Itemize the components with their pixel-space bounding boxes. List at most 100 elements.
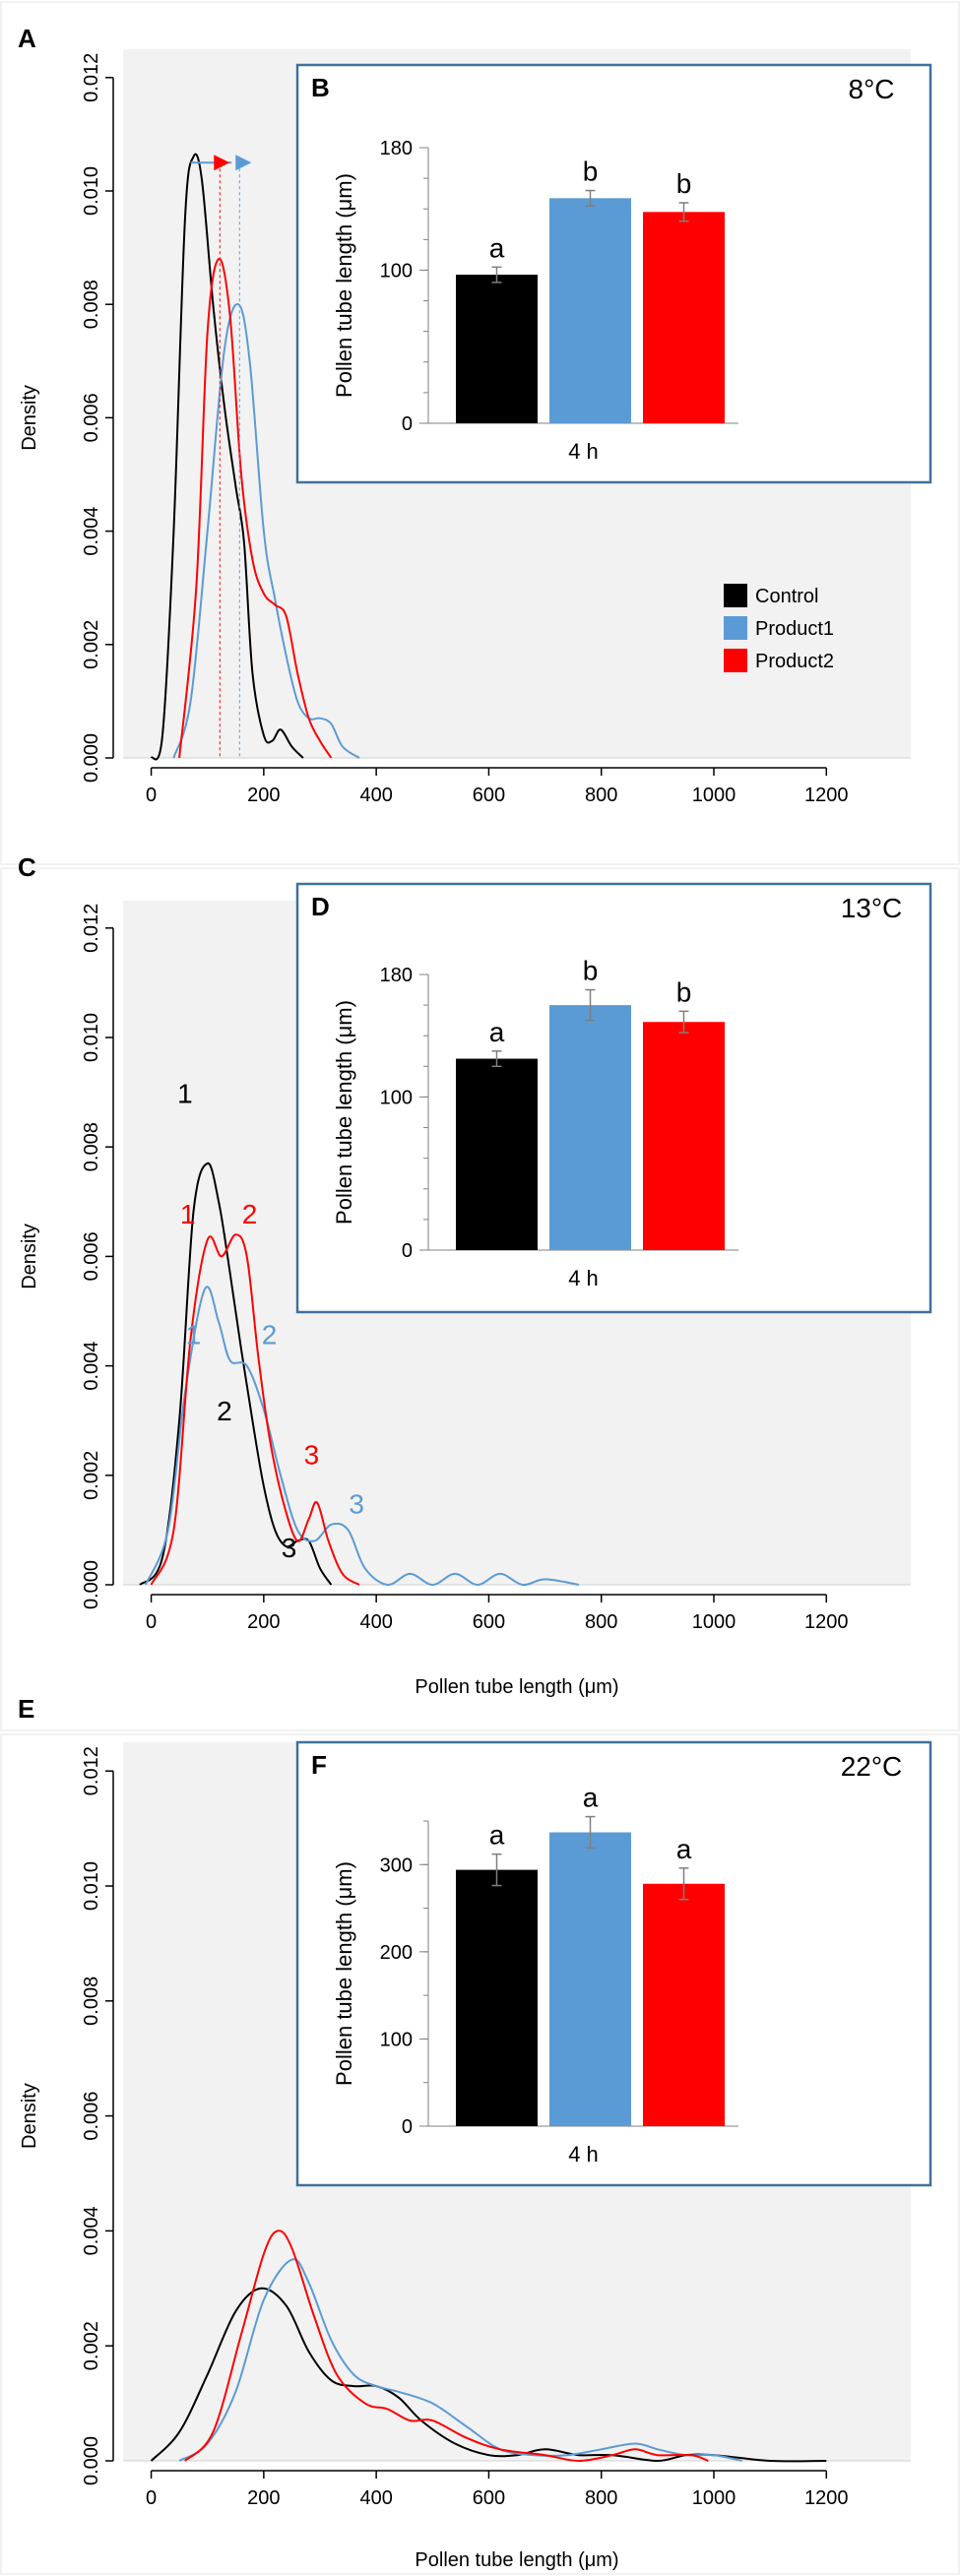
significance-letter: a xyxy=(676,1834,692,1864)
x-tick-label: 0 xyxy=(146,1611,157,1633)
x-tick-label: 800 xyxy=(585,785,617,806)
y-tick-label: 0.012 xyxy=(81,904,102,953)
peak-label: 1 xyxy=(177,1079,193,1109)
inset-x-axis-title: 4 h xyxy=(568,439,599,464)
legend-swatch xyxy=(724,616,747,640)
x-tick-label: 1000 xyxy=(692,1611,736,1633)
bar-product1 xyxy=(549,1832,631,2126)
inset-y-tick-label: 300 xyxy=(380,1854,413,1876)
legend-swatch xyxy=(724,649,747,672)
inset-y-axis-title: Pollen tube length (μm) xyxy=(332,173,356,398)
y-tick-label: 0.010 xyxy=(81,166,102,216)
bar-control xyxy=(456,1058,538,1250)
bar-product2 xyxy=(643,1022,725,1250)
inset-y-tick-label: 0 xyxy=(402,2116,413,2138)
y-tick-label: 0.000 xyxy=(81,1560,102,1609)
y-axis-title: Density xyxy=(19,385,40,451)
significance-letter: a xyxy=(583,1783,599,1813)
bar-product1 xyxy=(549,1005,631,1250)
y-tick-label: 0.006 xyxy=(81,2092,102,2141)
significance-letter: a xyxy=(489,1017,505,1047)
inset-temperature: 13°C xyxy=(841,893,903,923)
inset-y-tick-label: 0 xyxy=(402,1240,413,1262)
inset-x-axis-title: 4 h xyxy=(568,2142,599,2167)
y-tick-label: 0.008 xyxy=(81,1122,102,1171)
peak-label: 3 xyxy=(349,1489,364,1520)
x-tick-label: 200 xyxy=(247,1611,280,1633)
y-tick-label: 0.008 xyxy=(81,280,102,329)
significance-letter: a xyxy=(489,232,505,263)
y-tick-label: 0.010 xyxy=(81,1013,102,1062)
y-tick-label: 0.012 xyxy=(81,53,102,102)
x-tick-label: 1200 xyxy=(804,785,849,806)
x-tick-label: 200 xyxy=(247,785,280,806)
inset-temperature: 22°C xyxy=(841,1751,903,1782)
inset-y-axis-title: Pollen tube length (μm) xyxy=(332,1861,356,2086)
significance-letter: a xyxy=(489,1820,505,1851)
inset-letter: B xyxy=(311,73,330,102)
x-tick-label: 400 xyxy=(359,785,392,806)
x-tick-label: 0 xyxy=(146,785,157,806)
x-tick-label: 0 xyxy=(146,2487,157,2509)
y-tick-label: 0.002 xyxy=(81,620,102,669)
inset-b: B 8°C 0 100 180 Pollen tube length (μm) 4 h a b b xyxy=(295,63,932,484)
y-tick-label: 0.006 xyxy=(81,393,102,442)
inset-y-tick-label: 100 xyxy=(380,1087,413,1108)
legend-label: Product2 xyxy=(755,651,834,672)
x-tick-label: 400 xyxy=(359,1611,392,1633)
panel-e: E 0.000 0.002 0.004 0.006 0.008 0.010 0.012 Dens… xyxy=(0,1694,960,2575)
density-curve-product1 xyxy=(178,2258,742,2462)
x-tick-label: 1000 xyxy=(692,785,736,806)
x-axis-title: Pollen tube length (μm) xyxy=(415,2549,618,2571)
significance-letter: b xyxy=(676,168,692,199)
y-tick-label: 0.004 xyxy=(81,1342,102,1391)
bar-control xyxy=(456,275,538,423)
significance-letter: b xyxy=(583,157,599,187)
panel-letter: A xyxy=(18,24,36,53)
inset-letter: D xyxy=(311,892,330,921)
inset-y-tick-label: 180 xyxy=(380,138,413,159)
peak-label: 2 xyxy=(217,1396,232,1426)
x-tick-label: 1200 xyxy=(804,1611,849,1633)
panel-a: A 0.000 0.002 0.004 0.006 0.008 0.010 0.012 Dens… xyxy=(0,1,960,865)
panel-border xyxy=(0,867,960,1731)
x-tick-label: 400 xyxy=(359,2487,392,2509)
y-tick-label: 0.000 xyxy=(81,733,102,783)
inset-y-tick-label: 100 xyxy=(380,260,413,282)
inset-d: D 13°C 0 100 180 Pollen tube length (μm) 4 h a b… xyxy=(295,882,932,1314)
panel-c: C 0.000 0.002 0.004 0.006 0.008 0.010 0.012 Dens… xyxy=(0,852,960,1731)
y-tick-label: 0.004 xyxy=(81,2206,102,2255)
x-tick-label: 1200 xyxy=(804,2487,849,2509)
inset-y-tick-label: 180 xyxy=(380,965,413,986)
inset-letter: F xyxy=(311,1750,327,1780)
y-tick-label: 0.002 xyxy=(81,1451,102,1500)
density-curve-product2 xyxy=(178,258,333,759)
bar-product1 xyxy=(549,198,631,423)
bar-product2 xyxy=(643,212,725,423)
y-tick-label: 0.008 xyxy=(81,1977,102,2026)
y-axis-title: Density xyxy=(19,2083,40,2149)
peak-label: 2 xyxy=(242,1199,258,1229)
panel-border xyxy=(0,1733,960,2575)
significance-letter: b xyxy=(676,976,692,1007)
x-tick-label: 600 xyxy=(473,1611,505,1633)
x-axis-title: Pollen tube length (μm) xyxy=(415,1676,618,1698)
density-curve-product1 xyxy=(172,303,360,759)
y-tick-label: 0.010 xyxy=(81,1861,102,1911)
legend-label: Product1 xyxy=(755,618,834,640)
peak-label: 3 xyxy=(304,1440,320,1471)
panel-letter: C xyxy=(18,852,36,882)
x-tick-label: 200 xyxy=(247,2487,280,2509)
x-tick-label: 800 xyxy=(585,2487,617,2509)
x-tick-label: 800 xyxy=(585,1611,617,1633)
legend-swatch xyxy=(724,584,747,607)
y-tick-label: 0.004 xyxy=(81,507,102,556)
inset-temperature: 8°C xyxy=(849,74,895,104)
inset-y-tick-label: 200 xyxy=(380,1942,413,1964)
x-tick-label: 1000 xyxy=(692,2487,736,2509)
arrowhead-red xyxy=(214,155,230,171)
x-tick-label: 600 xyxy=(473,2487,505,2509)
y-tick-label: 0.000 xyxy=(81,2436,102,2485)
inset-y-tick-label: 0 xyxy=(402,413,413,435)
